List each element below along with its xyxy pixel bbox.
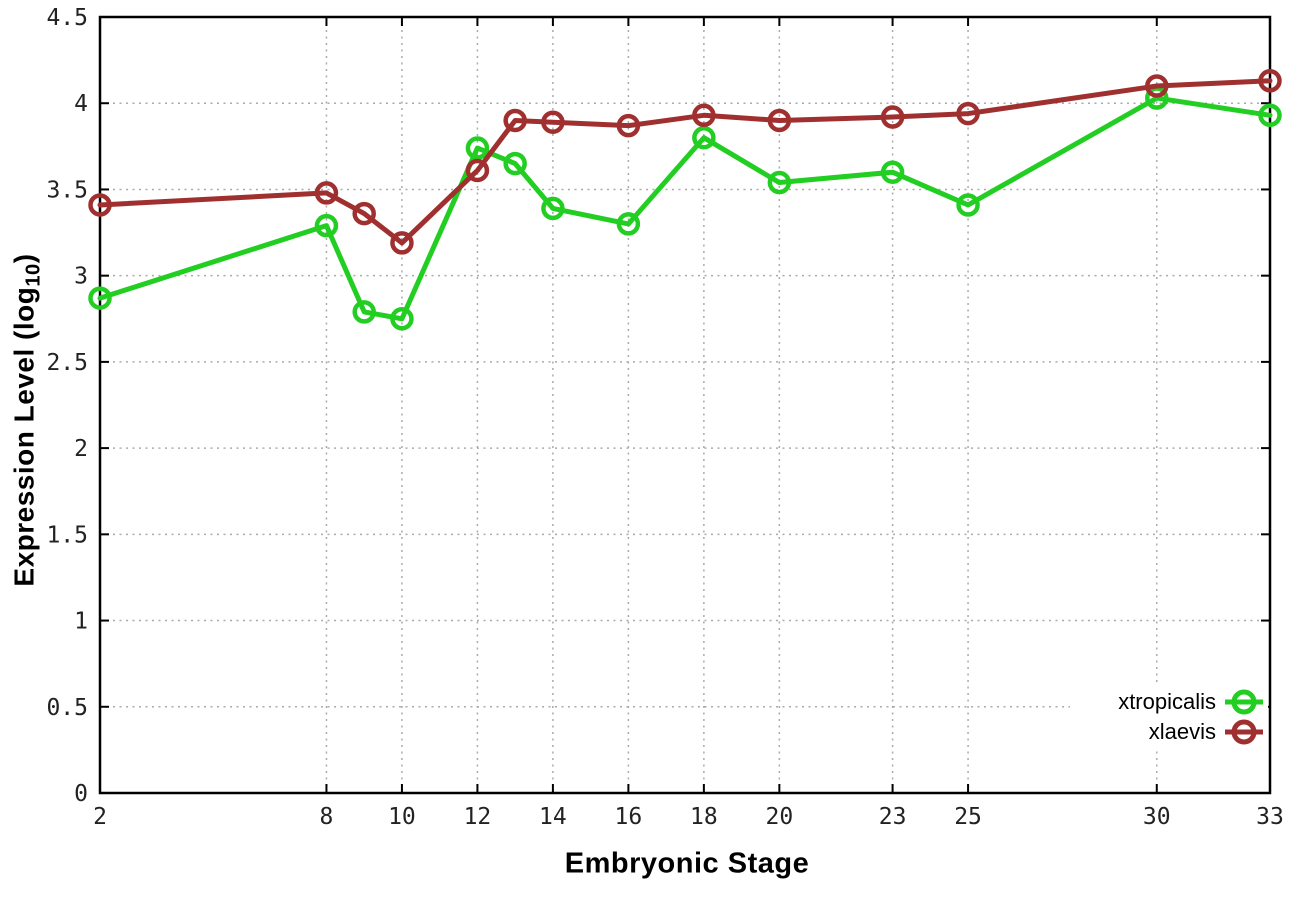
y-axis-title-subscript: 10	[22, 263, 45, 287]
x-tick-label: 30	[1143, 804, 1171, 830]
y-tick-label: 1	[74, 609, 88, 635]
y-tick-label: 1.5	[46, 522, 88, 548]
x-tick-label: 23	[879, 804, 907, 830]
data-point-marker-xtropicalis	[352, 300, 376, 324]
data-point-marker-xlaevis	[465, 158, 490, 183]
data-point-marker-xlaevis	[88, 193, 112, 217]
x-tick-label: 25	[954, 804, 982, 830]
legend-label-xlaevis: xlaevis	[1149, 719, 1216, 744]
series-line-xtropicalis	[97, 95, 1273, 322]
y-axis-title-suffix: )	[8, 253, 40, 264]
data-point-marker-xlaevis	[503, 108, 527, 133]
x-tick-label: 18	[690, 804, 718, 830]
y-axis-title: Expression Level (log10)	[8, 253, 45, 586]
y-tick-label: 0	[74, 781, 88, 807]
data-point-marker-xlaevis	[1145, 74, 1169, 98]
data-point-marker-xtropicalis	[616, 212, 641, 236]
data-point-marker-xtropicalis	[692, 125, 716, 150]
y-tick-label: 2	[74, 436, 88, 462]
data-point-marker-xtropicalis	[767, 170, 792, 195]
x-tick-label: 12	[464, 804, 492, 830]
y-tick-label: 3	[74, 264, 88, 290]
data-point-marker-xlaevis	[314, 181, 339, 205]
data-point-marker-xlaevis	[956, 101, 980, 126]
legend-label-xtropicalis: xtropicalis	[1118, 689, 1216, 714]
plot-border	[98, 15, 1272, 795]
data-point-marker-xlaevis	[767, 108, 792, 133]
data-point-marker-xtropicalis	[314, 213, 339, 238]
data-point-marker-xtropicalis	[541, 196, 565, 221]
data-point-marker-xlaevis	[692, 103, 716, 128]
data-point-marker-xlaevis	[880, 105, 905, 129]
data-point-marker-xlaevis	[390, 231, 414, 255]
data-point-marker-xtropicalis	[390, 307, 414, 331]
x-tick-label: 16	[615, 804, 643, 830]
legend-sample-marker-xtropicalis	[1231, 689, 1257, 715]
x-tick-label: 33	[1256, 804, 1284, 830]
legend-sample-marker-xlaevis	[1231, 719, 1257, 745]
data-point-marker-xtropicalis	[956, 193, 980, 217]
y-axis-title-text: Expression Level (log	[8, 286, 40, 587]
data-point-marker-xtropicalis	[1145, 86, 1169, 110]
y-tick-label: 2.5	[46, 350, 88, 376]
data-point-marker-xlaevis	[616, 113, 641, 138]
x-tick-label: 10	[388, 804, 416, 830]
x-tick-label: 14	[539, 804, 567, 830]
data-point-marker-xtropicalis	[880, 160, 905, 184]
data-point-marker-xtropicalis	[88, 286, 112, 310]
data-point-marker-xtropicalis	[1258, 103, 1282, 128]
data-point-marker-xtropicalis	[465, 136, 490, 160]
data-point-marker-xlaevis	[1258, 69, 1282, 93]
x-tick-label: 2	[93, 804, 107, 830]
x-tick-label: 8	[320, 804, 334, 830]
y-tick-label: 4.5	[46, 5, 88, 31]
data-point-marker-xlaevis	[352, 201, 376, 226]
data-point-marker-xtropicalis	[503, 151, 527, 176]
y-tick-label: 4	[74, 91, 88, 117]
y-tick-label: 3.5	[46, 177, 88, 203]
y-tick-label: 0.5	[46, 695, 88, 721]
data-point-marker-xlaevis	[541, 110, 565, 134]
x-tick-label: 20	[766, 804, 794, 830]
x-axis-title: Embryonic Stage	[564, 847, 810, 880]
